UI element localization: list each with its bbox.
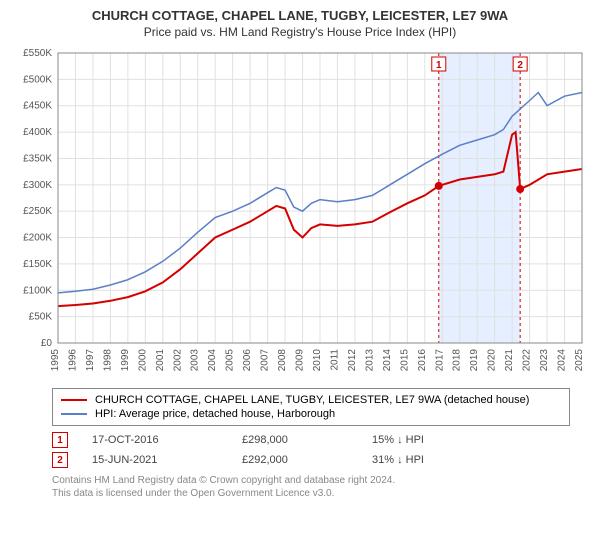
svg-text:2022: 2022 bbox=[522, 349, 533, 372]
svg-text:1998: 1998 bbox=[102, 349, 113, 372]
legend-swatch bbox=[61, 399, 87, 401]
svg-text:2024: 2024 bbox=[557, 349, 568, 372]
svg-text:£100K: £100K bbox=[23, 285, 52, 296]
sale-delta: 31% ↓ HPI bbox=[372, 454, 492, 466]
legend-swatch bbox=[61, 413, 87, 415]
sale-marker: 1 bbox=[52, 432, 68, 448]
svg-text:2014: 2014 bbox=[382, 349, 393, 372]
svg-text:£250K: £250K bbox=[23, 206, 52, 217]
svg-text:£350K: £350K bbox=[23, 153, 52, 164]
svg-text:2004: 2004 bbox=[207, 349, 218, 372]
footer-line-2: This data is licensed under the Open Gov… bbox=[52, 487, 588, 500]
sale-delta: 15% ↓ HPI bbox=[372, 434, 492, 446]
chart-subtitle: Price paid vs. HM Land Registry's House … bbox=[12, 25, 588, 39]
svg-text:2017: 2017 bbox=[434, 349, 445, 372]
sale-price: £292,000 bbox=[242, 454, 372, 466]
svg-text:£50K: £50K bbox=[29, 312, 53, 323]
sale-price: £298,000 bbox=[242, 434, 372, 446]
line-chart-svg: 1 2 £0 £50K £100K £150K £200K £250K £300K £350K £4… bbox=[12, 47, 588, 377]
svg-text:£150K: £150K bbox=[23, 259, 52, 270]
svg-text:2015: 2015 bbox=[399, 349, 410, 372]
footer-line-1: Contains HM Land Registry data © Crown c… bbox=[52, 474, 588, 487]
svg-text:2025: 2025 bbox=[574, 349, 585, 372]
svg-text:2000: 2000 bbox=[137, 349, 148, 372]
svg-text:1995: 1995 bbox=[50, 349, 61, 372]
svg-text:1999: 1999 bbox=[120, 349, 131, 372]
svg-text:2021: 2021 bbox=[504, 349, 515, 372]
chart-title: CHURCH COTTAGE, CHAPEL LANE, TUGBY, LEIC… bbox=[12, 8, 588, 23]
svg-text:£400K: £400K bbox=[23, 127, 52, 138]
footer-attribution: Contains HM Land Registry data © Crown c… bbox=[52, 474, 588, 500]
svg-text:2012: 2012 bbox=[347, 349, 358, 372]
svg-text:£550K: £550K bbox=[23, 48, 52, 59]
sale-row: 2 15-JUN-2021£292,00031% ↓ HPI bbox=[52, 450, 588, 470]
svg-text:2010: 2010 bbox=[312, 349, 323, 372]
svg-text:1: 1 bbox=[436, 60, 442, 71]
svg-text:£200K: £200K bbox=[23, 233, 52, 244]
svg-text:2003: 2003 bbox=[190, 349, 201, 372]
svg-text:2005: 2005 bbox=[225, 349, 236, 372]
sale-marker: 2 bbox=[52, 452, 68, 468]
svg-text:2018: 2018 bbox=[452, 349, 463, 372]
svg-text:2013: 2013 bbox=[364, 349, 375, 372]
svg-text:2011: 2011 bbox=[329, 349, 340, 371]
svg-text:1996: 1996 bbox=[67, 349, 78, 372]
svg-text:2009: 2009 bbox=[295, 349, 306, 372]
legend-row: HPI: Average price, detached house, Harb… bbox=[61, 407, 561, 421]
svg-text:1997: 1997 bbox=[85, 349, 96, 372]
svg-text:£0: £0 bbox=[41, 338, 53, 349]
svg-text:2007: 2007 bbox=[260, 349, 271, 372]
sales-table: 1 17-OCT-2016£298,00015% ↓ HPI 2 15-JUN-202… bbox=[52, 430, 588, 470]
svg-text:2019: 2019 bbox=[469, 349, 480, 372]
svg-text:£500K: £500K bbox=[23, 74, 52, 85]
svg-text:2023: 2023 bbox=[539, 349, 550, 372]
svg-text:2006: 2006 bbox=[242, 349, 253, 372]
sale-row: 1 17-OCT-2016£298,00015% ↓ HPI bbox=[52, 430, 588, 450]
legend-row: CHURCH COTTAGE, CHAPEL LANE, TUGBY, LEIC… bbox=[61, 393, 561, 407]
legend-box: CHURCH COTTAGE, CHAPEL LANE, TUGBY, LEIC… bbox=[52, 388, 570, 426]
svg-text:2016: 2016 bbox=[417, 349, 428, 372]
svg-text:£450K: £450K bbox=[23, 101, 52, 112]
chart-plot-area: 1 2 £0 £50K £100K £150K £200K £250K £300K £350K £4… bbox=[12, 47, 588, 382]
legend-label: CHURCH COTTAGE, CHAPEL LANE, TUGBY, LEIC… bbox=[95, 394, 529, 406]
sale-date: 15-JUN-2021 bbox=[92, 454, 242, 466]
svg-text:2001: 2001 bbox=[155, 349, 166, 372]
legend-label: HPI: Average price, detached house, Harb… bbox=[95, 408, 335, 420]
chart-container: CHURCH COTTAGE, CHAPEL LANE, TUGBY, LEIC… bbox=[0, 0, 600, 508]
svg-text:2020: 2020 bbox=[487, 349, 498, 372]
svg-text:£300K: £300K bbox=[23, 180, 52, 191]
svg-text:2002: 2002 bbox=[172, 349, 183, 372]
svg-text:2: 2 bbox=[517, 60, 523, 71]
sale-date: 17-OCT-2016 bbox=[92, 434, 242, 446]
svg-text:2008: 2008 bbox=[277, 349, 288, 372]
